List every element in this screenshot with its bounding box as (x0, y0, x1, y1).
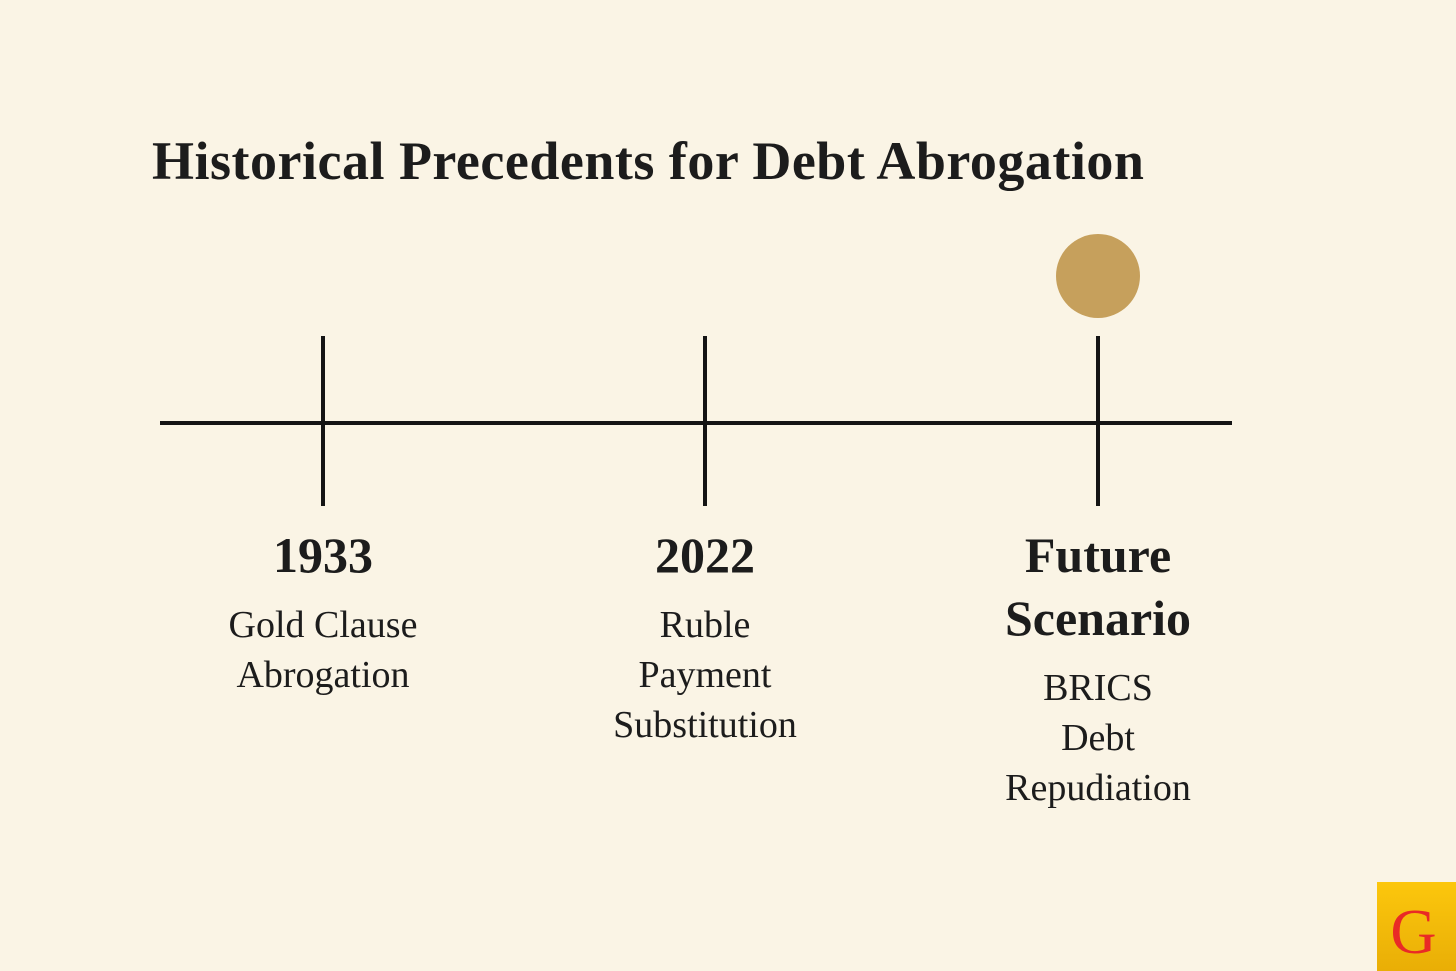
timeline-axis (160, 421, 1232, 425)
brand-logo: G (1377, 882, 1456, 971)
event-year-label: 1933 (273, 527, 373, 583)
event-description: BRICS Debt Repudiation (1005, 667, 1191, 809)
brand-logo-letter: G (1390, 895, 1437, 967)
event-1933: 1933 Gold Clause Abrogation (153, 524, 493, 700)
page-title: Historical Precedents for Debt Abrogatio… (152, 131, 1145, 192)
event-year-label: Future Scenario (1004, 527, 1192, 646)
event-description: Ruble Payment Substitution (613, 604, 797, 746)
tick-mark-1933 (321, 336, 325, 506)
tick-mark-future (1096, 336, 1100, 506)
event-description: Gold Clause Abrogation (228, 604, 418, 696)
tick-mark-2022 (703, 336, 707, 506)
event-2022: 2022 Ruble Payment Substitution (535, 524, 875, 750)
event-future-scenario: Future Scenario BRICS Debt Repudiation (928, 524, 1268, 813)
event-year-label: 2022 (655, 527, 755, 583)
gold-circle-icon (1056, 234, 1140, 318)
